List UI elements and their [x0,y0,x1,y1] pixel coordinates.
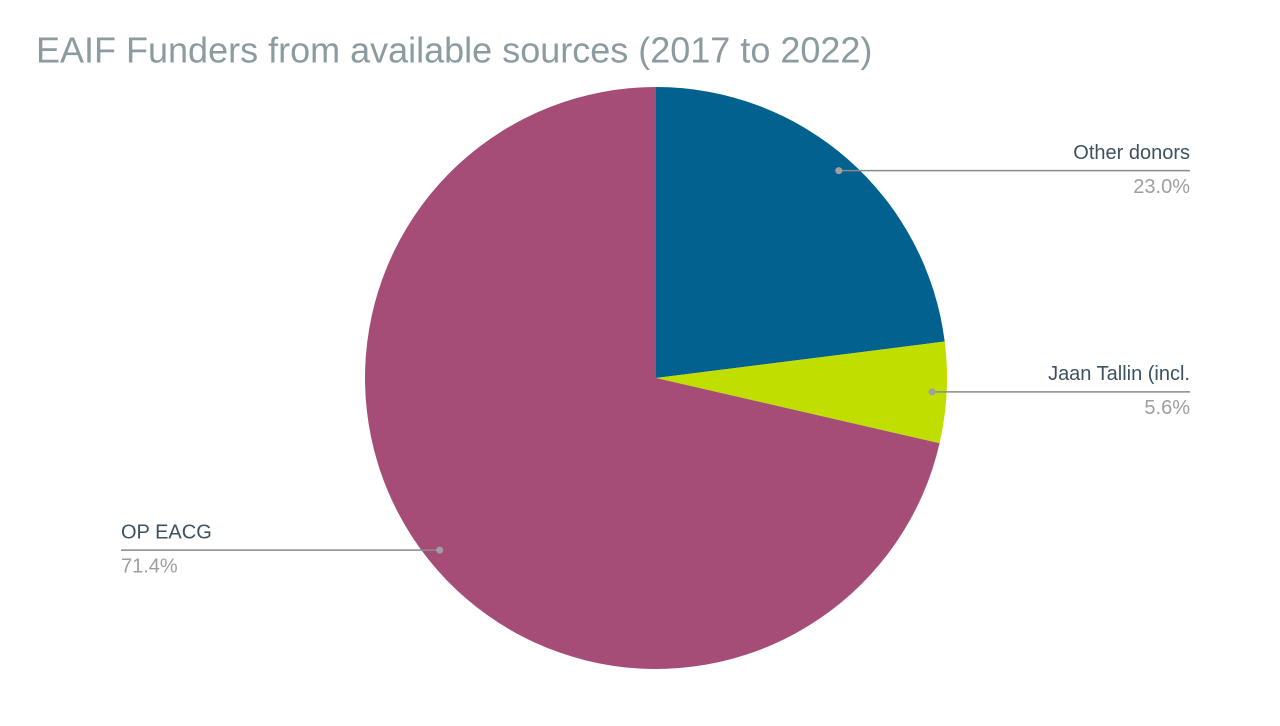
leader-dot [835,167,843,175]
slice-label: Jaan Tallin (incl. [1048,363,1190,385]
slice-value-label: 23.0% [1133,176,1190,198]
chart-title: EAIF Funders from available sources (201… [36,30,872,71]
leader-dot [436,546,444,554]
slice-label: Other donors [1073,142,1190,164]
slice-value-label: 5.6% [1144,397,1190,419]
slice-value-label: 71.4% [121,555,178,577]
pie-slice [656,341,947,444]
leader-dot [928,388,936,396]
pie-slice [656,87,945,378]
pie-slice [365,87,940,669]
slice-label: OP EACG [121,521,212,543]
